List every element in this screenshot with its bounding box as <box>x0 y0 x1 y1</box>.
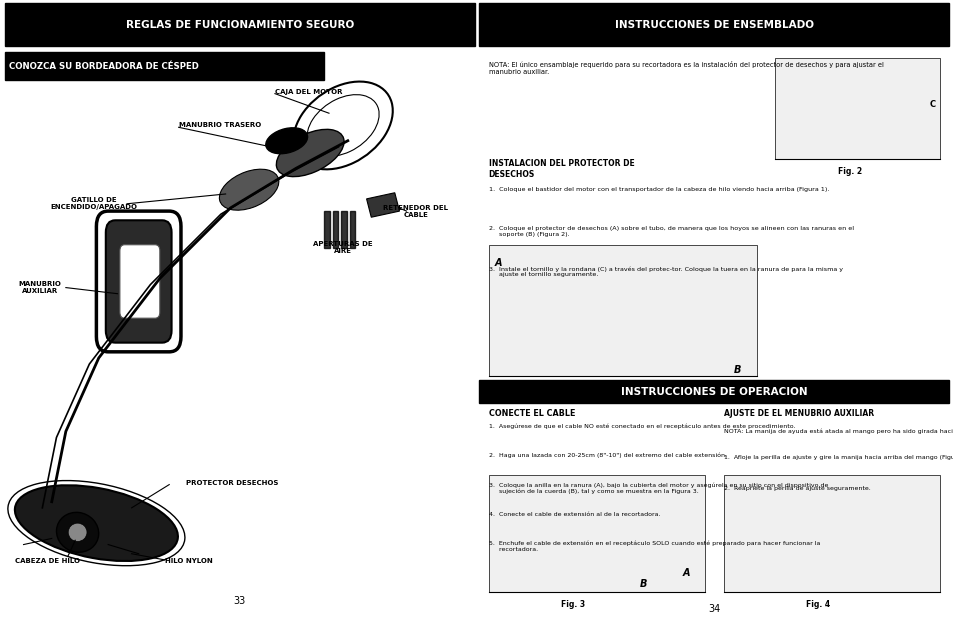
Text: MANUBRIO TRASERO: MANUBRIO TRASERO <box>178 122 260 129</box>
Text: GATILLO DE
ENCENDIDO/APAGADO: GATILLO DE ENCENDIDO/APAGADO <box>51 197 137 210</box>
Text: INSTALACION DEL PROTECTOR DE
DESECHOS: INSTALACION DEL PROTECTOR DE DESECHOS <box>488 159 634 179</box>
Text: 3.  Coloque la anilla en la ranura (A), bajo la cubierta del motor y asegúrela e: 3. Coloque la anilla en la ranura (A), b… <box>488 482 827 494</box>
Text: CABEZA DE HILO: CABEZA DE HILO <box>14 558 79 564</box>
Text: 33: 33 <box>233 596 246 606</box>
Text: 2.  Haga una lazada con 20-25cm (8"-10") del extremo del cable extensión.: 2. Haga una lazada con 20-25cm (8"-10") … <box>488 453 726 459</box>
Text: Fig. 3: Fig. 3 <box>560 599 585 609</box>
Text: Fig. 4: Fig. 4 <box>804 599 829 609</box>
Bar <box>775 58 939 159</box>
Text: 2.  Coloque el protector de desechos (A) sobre el tubo, de manera que los hoyos : 2. Coloque el protector de desechos (A) … <box>488 226 853 237</box>
Bar <box>723 475 939 591</box>
Text: PROTECTOR DESECHOS: PROTECTOR DESECHOS <box>186 480 278 486</box>
Text: INSTRUCCIONES DE OPERACION: INSTRUCCIONES DE OPERACION <box>620 387 807 397</box>
Ellipse shape <box>56 512 98 552</box>
Text: REGLAS DE FUNCIONAMIENTO SEGURO: REGLAS DE FUNCIONAMIENTO SEGURO <box>126 20 354 30</box>
Text: NOTA: La manija de ayuda está atada al mango pero ha sido girada hacia abajo par: NOTA: La manija de ayuda está atada al m… <box>723 428 953 434</box>
Text: AJUSTE DE EL MENUBRIO AUXILIAR: AJUSTE DE EL MENUBRIO AUXILIAR <box>723 409 873 418</box>
Text: 4.  Conecte el cable de extensión al de la recortadora.: 4. Conecte el cable de extensión al de l… <box>488 512 659 517</box>
Text: CONOZCA SU BORDEADORA DE CÉSPED: CONOZCA SU BORDEADORA DE CÉSPED <box>10 62 199 70</box>
Bar <box>5 52 324 80</box>
Text: Fig. 2: Fig. 2 <box>838 167 862 176</box>
Text: CONECTE EL CABLE: CONECTE EL CABLE <box>488 409 575 418</box>
Text: NOTA: El único ensamblaje requerido para su recortadora es la instalación del pr: NOTA: El único ensamblaje requerido para… <box>488 61 882 75</box>
Bar <box>478 3 948 46</box>
Ellipse shape <box>276 129 344 177</box>
Ellipse shape <box>266 128 307 154</box>
Polygon shape <box>366 193 399 218</box>
Text: 1.  Afloje la perilla de ajuste y gire la manija hacia arriba del mango (Figura : 1. Afloje la perilla de ajuste y gire la… <box>723 455 953 460</box>
Bar <box>5 3 475 46</box>
Ellipse shape <box>219 169 278 210</box>
Ellipse shape <box>68 523 87 541</box>
Bar <box>478 380 948 403</box>
Bar <box>488 475 704 591</box>
Text: 3.  Instale el tornillo y la rondana (C) a través del protec-tor. Coloque la tue: 3. Instale el tornillo y la rondana (C) … <box>488 266 841 277</box>
Text: RETENEDOR DEL
CABLE: RETENEDOR DEL CABLE <box>383 205 448 218</box>
Bar <box>341 211 347 248</box>
Text: CAJA DEL MOTOR: CAJA DEL MOTOR <box>274 89 342 95</box>
Text: B: B <box>639 579 647 590</box>
Text: A: A <box>494 258 501 268</box>
Bar <box>350 211 355 248</box>
Ellipse shape <box>15 485 177 561</box>
Text: MANUBRIO
AUXILIAR: MANUBRIO AUXILIAR <box>18 281 61 294</box>
Text: 1.  Asegúrese de que el cable NO esté conectado en el receptáculo antes de este : 1. Asegúrese de que el cable NO esté con… <box>488 423 795 429</box>
FancyBboxPatch shape <box>120 245 160 318</box>
Text: 1.  Coloque el bastidor del motor con el transportador de la cabeza de hilo vien: 1. Coloque el bastidor del motor con el … <box>488 187 828 192</box>
Text: HILO NYLON: HILO NYLON <box>164 558 213 564</box>
Text: APERTURAS DE
AIRE: APERTURAS DE AIRE <box>313 241 373 255</box>
Bar <box>488 245 756 376</box>
Text: 2.  Reapriete la perilla de ajuste seguramente.: 2. Reapriete la perilla de ajuste segura… <box>723 486 869 491</box>
Bar <box>333 211 338 248</box>
Text: C: C <box>929 99 935 109</box>
Text: 5.  Enchufe el cable de extensión en el receptáculo SOLO cuando esté preparado p: 5. Enchufe el cable de extensión en el r… <box>488 541 820 552</box>
Text: B: B <box>733 365 740 375</box>
FancyBboxPatch shape <box>106 220 172 342</box>
Text: INSTRUCCIONES DE ENSEMBLADO: INSTRUCCIONES DE ENSEMBLADO <box>614 20 813 30</box>
Bar <box>324 211 330 248</box>
Text: 34: 34 <box>707 604 720 614</box>
Text: Fig. 1: Fig. 1 <box>581 384 606 393</box>
Text: A: A <box>681 569 689 578</box>
